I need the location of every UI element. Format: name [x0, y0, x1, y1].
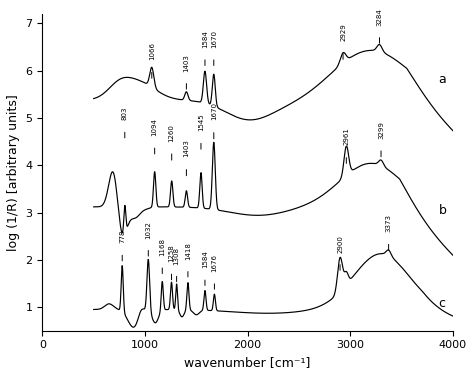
Text: 1670: 1670 — [211, 102, 217, 120]
Text: 2900: 2900 — [337, 235, 343, 253]
Text: 1258: 1258 — [168, 244, 174, 262]
Text: 1260: 1260 — [169, 124, 175, 142]
X-axis label: wavenumber [cm⁻¹]: wavenumber [cm⁻¹] — [184, 356, 311, 369]
Text: 1545: 1545 — [198, 114, 204, 131]
Text: 1676: 1676 — [211, 254, 218, 272]
Text: 778: 778 — [119, 230, 125, 243]
Text: 3373: 3373 — [386, 214, 392, 232]
Text: a: a — [438, 73, 447, 86]
Text: 1418: 1418 — [185, 242, 191, 260]
Text: 1403: 1403 — [183, 54, 190, 71]
Y-axis label: log (1/R) [arbitrary units]: log (1/R) [arbitrary units] — [7, 94, 20, 251]
Text: 2929: 2929 — [340, 24, 346, 41]
Text: 1584: 1584 — [202, 250, 208, 268]
Text: b: b — [438, 204, 447, 217]
Text: 1032: 1032 — [146, 221, 151, 238]
Text: c: c — [438, 297, 446, 310]
Text: 1094: 1094 — [152, 118, 158, 136]
Text: 803: 803 — [122, 107, 128, 120]
Text: 1584: 1584 — [202, 30, 208, 48]
Text: 3284: 3284 — [376, 8, 383, 26]
Text: 1308: 1308 — [173, 247, 180, 265]
Text: 1403: 1403 — [183, 139, 190, 157]
Text: 2961: 2961 — [343, 127, 349, 146]
Text: 1066: 1066 — [149, 42, 155, 60]
Text: 1670: 1670 — [211, 30, 217, 48]
Text: 1168: 1168 — [159, 238, 165, 256]
Text: 3299: 3299 — [378, 121, 384, 139]
